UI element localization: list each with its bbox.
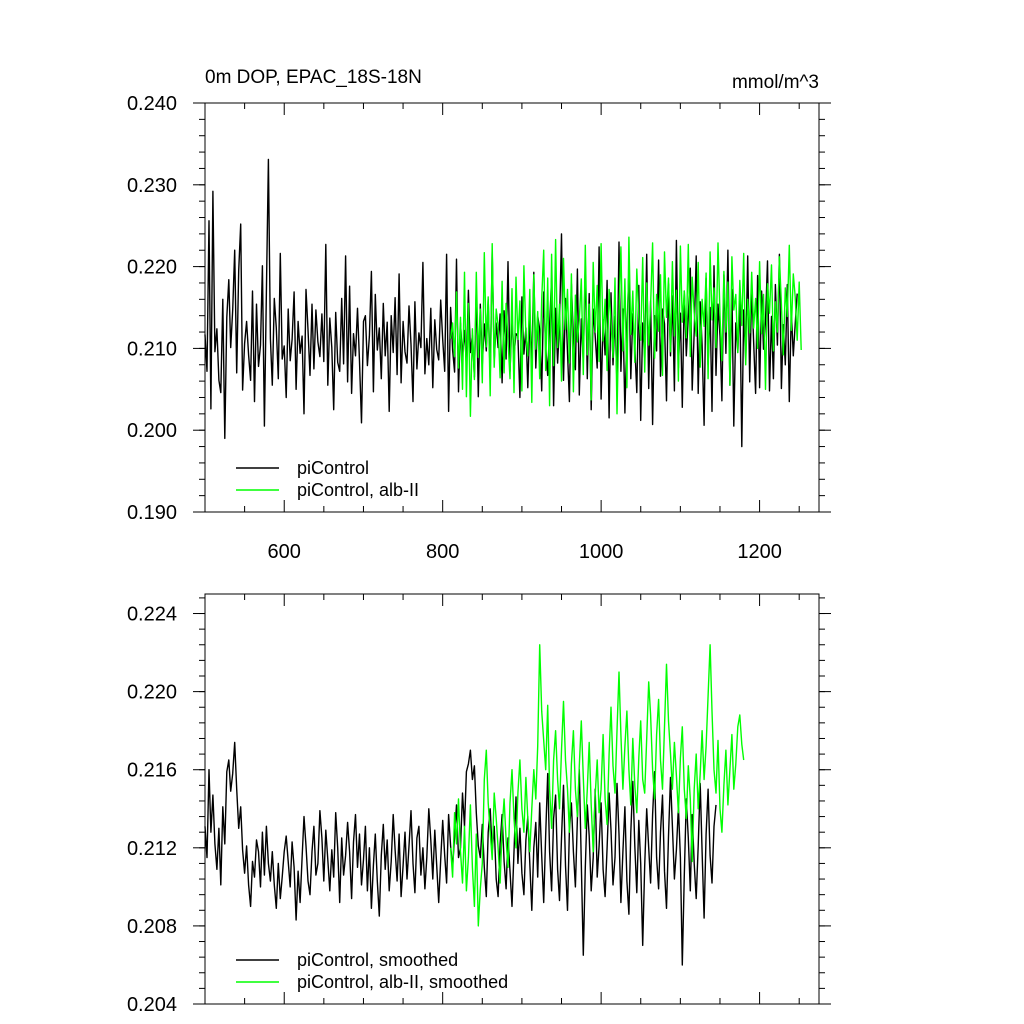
top-x-tick-label: 600 xyxy=(268,541,301,563)
bottom-series-line-1 xyxy=(449,644,745,927)
top-x-tick-label: 1200 xyxy=(737,541,782,563)
bottom-y-tick-label: 0.220 xyxy=(127,682,177,704)
bottom-legend: piControl, smoothed piControl, alb-II, s… xyxy=(236,950,508,992)
chart-panel-top: 0.190 0.200 0.210 0.220 0.230 0.240 600 800 1000… xyxy=(127,67,831,563)
top-series-group xyxy=(204,158,802,448)
top-x-tick-label: 800 xyxy=(426,541,459,563)
top-x-tick-label: 1000 xyxy=(579,541,624,563)
bottom-y-tick-label: 0.204 xyxy=(127,994,177,1016)
top-y-tick-label: 0.210 xyxy=(127,338,177,360)
top-y-tick-label: 0.190 xyxy=(127,502,177,524)
bottom-plot-frame xyxy=(204,593,820,1005)
units-label: mmol/m^3 xyxy=(732,72,819,93)
legend-label-picontrol-alb-ii: piControl, alb-II xyxy=(297,480,419,500)
bottom-y-tick-label: 0.212 xyxy=(127,838,177,860)
legend-label-picontrol-alb-ii-smoothed: piControl, alb-II, smoothed xyxy=(297,972,508,992)
bottom-tick-group: 0.204 0.208 0.212 0.216 0.220 0.224 xyxy=(127,594,831,1016)
chart-panel-bottom: 0.204 0.208 0.212 0.216 0.220 0.224 piControl… xyxy=(127,593,831,1016)
top-y-tick-label: 0.220 xyxy=(127,257,177,279)
bottom-y-tick-label: 0.208 xyxy=(127,916,177,938)
top-tick-group: 0.190 0.200 0.210 0.220 0.230 0.240 600 800 1000… xyxy=(127,93,831,563)
top-y-tick-label: 0.230 xyxy=(127,175,177,197)
top-legend: piControl piControl, alb-II xyxy=(236,458,419,500)
chart-title: 0m DOP, EPAC_18S-18N xyxy=(205,67,422,88)
bottom-y-tick-label: 0.224 xyxy=(127,604,177,626)
top-series-line-1 xyxy=(449,236,802,417)
legend-label-picontrol-smoothed: piControl, smoothed xyxy=(297,950,458,970)
top-y-tick-label: 0.200 xyxy=(127,420,177,442)
top-y-tick-label: 0.240 xyxy=(127,93,177,115)
bottom-y-tick-label: 0.216 xyxy=(127,760,177,782)
top-plot-frame xyxy=(204,102,820,513)
legend-label-picontrol: piControl xyxy=(297,458,369,478)
bottom-series-group xyxy=(204,644,745,966)
